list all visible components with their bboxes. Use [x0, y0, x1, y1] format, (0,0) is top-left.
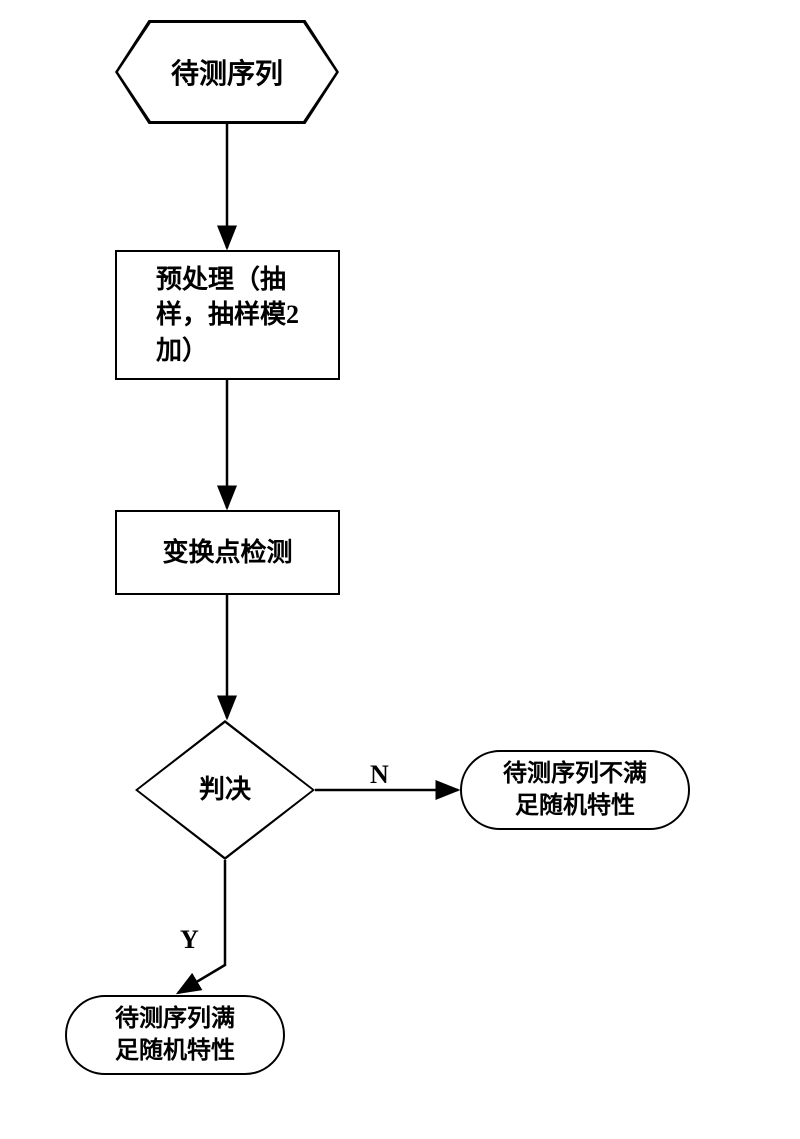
node-detect: 变换点检测 [115, 510, 340, 595]
node-detect-label: 变换点检测 [162, 535, 292, 570]
flowchart-container: N Y 待测序列 预处理（抽 样，抽样模2 加） 变换点检测 判决 待测序列不满… [60, 20, 760, 1120]
node-out-no: 待测序列不满 足随机特性 [460, 750, 690, 830]
node-decision: 判决 [135, 720, 315, 860]
node-decision-label: 判决 [199, 772, 251, 807]
edge-label-yes: Y [180, 925, 199, 955]
node-preprocess: 预处理（抽 样，抽样模2 加） [115, 250, 340, 380]
node-preprocess-label: 预处理（抽 样，抽样模2 加） [156, 262, 299, 367]
edge-label-no: N [370, 760, 389, 790]
node-out-no-label: 待测序列不满 足随机特性 [503, 758, 647, 823]
node-start-label: 待测序列 [171, 52, 283, 92]
node-out-yes: 待测序列满 足随机特性 [65, 995, 285, 1075]
node-out-yes-label: 待测序列满 足随机特性 [115, 1003, 235, 1068]
